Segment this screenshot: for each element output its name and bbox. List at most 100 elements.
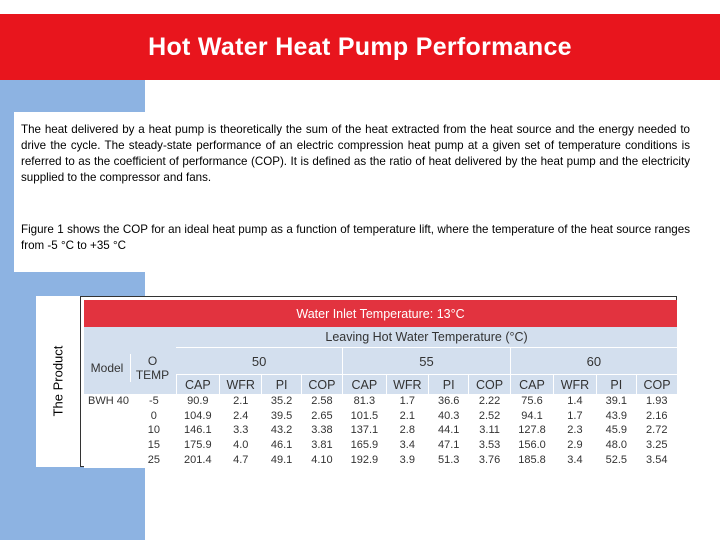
data-cell: 46.1 [261,438,302,454]
data-cell: 3.76 [468,453,511,468]
group-header-55: 55 [342,347,511,375]
otemp-cell: 10 [131,423,177,439]
top-margin [0,0,720,14]
data-cell: 52.5 [596,453,637,468]
sub-header-row: CAP WFR PI COP CAP WFR PI COP CAP WFR PI… [84,374,677,394]
sub-header-wfr: WFR [219,374,262,394]
data-cell: 1.93 [636,394,677,409]
sub-header-cop: COP [468,374,511,394]
data-cell: 35.2 [261,394,302,409]
data-cell: 4.7 [219,453,262,468]
data-cell: 201.4 [176,453,220,468]
group-header-row: 50 55 60 [84,347,677,375]
data-cell: 36.6 [428,394,469,409]
data-cell: 3.9 [386,453,429,468]
sub-header-cap: CAP [342,374,387,394]
data-cell: 101.5 [342,408,387,424]
model-cell-empty [84,438,132,454]
data-cell: 3.11 [468,423,511,439]
model-cell-empty [84,453,132,468]
sub-header-wfr: WFR [553,374,597,394]
title-bar [0,14,720,80]
data-cell: 104.9 [176,408,220,424]
data-cell: 2.52 [468,408,511,424]
table-row: 25 201.4 4.7 49.1 4.10 192.9 3.9 51.3 3.… [84,453,677,468]
data-cell: 44.1 [428,423,469,439]
performance-table: Water Inlet Temperature: 13°C Model O TE… [84,300,677,468]
data-cell: 94.1 [510,408,554,424]
data-cell: 4.10 [301,453,343,468]
model-header-block: Model O TEMP [84,327,177,394]
data-cell: 2.8 [386,423,429,439]
data-cell: 2.3 [553,423,597,439]
otemp-cell: -5 [131,394,177,409]
data-cell: 3.54 [636,453,677,468]
data-cell: 47.1 [428,438,469,454]
data-cell: 49.1 [261,453,302,468]
table-row: BWH 40 -5 90.9 2.1 35.2 2.58 81.3 1.7 36… [84,394,677,409]
sub-header-cop: COP [300,374,343,394]
data-cell: 43.2 [261,423,302,439]
data-cell: 3.3 [219,423,262,439]
sub-header-pi: PI [428,374,469,394]
data-cell: 40.3 [428,408,469,424]
sub-header-cap: CAP [509,374,554,394]
data-cell: 90.9 [176,394,220,409]
data-cell: 185.8 [510,453,554,468]
intro-paragraph: The heat delivered by a heat pump is the… [21,123,690,184]
data-cell: 2.65 [301,408,343,424]
data-cell: 165.9 [342,438,387,454]
slide-title: Hot Water Heat Pump Performance [148,32,572,61]
data-cell: 2.1 [219,394,262,409]
data-cell: 51.3 [428,453,469,468]
model-cell-empty [84,423,132,439]
sub-header-pi: PI [595,374,637,394]
data-cell: 45.9 [596,423,637,439]
data-cell: 1.7 [553,408,597,424]
data-cell: 2.1 [386,408,429,424]
data-cell: 3.25 [636,438,677,454]
data-cell: 2.58 [301,394,343,409]
data-cell: 1.7 [386,394,429,409]
data-cell: 39.1 [596,394,637,409]
sub-header-cop: COP [635,374,677,394]
data-cell: 1.4 [553,394,597,409]
data-cell: 2.4 [219,408,262,424]
table-row: 0 104.9 2.4 39.5 2.65 101.5 2.1 40.3 2.5… [84,408,677,424]
sub-header-cap: CAP [175,374,220,394]
data-cell: 48.0 [596,438,637,454]
data-cell: 146.1 [176,423,220,439]
sub-header-wfr: WFR [385,374,429,394]
data-cell: 3.4 [386,438,429,454]
data-cell: 156.0 [510,438,554,454]
data-cell: 2.72 [636,423,677,439]
model-cell: BWH 40 [84,394,132,409]
data-cell: 3.81 [301,438,343,454]
inlet-temperature-header: Water Inlet Temperature: 13°C [84,300,677,327]
otemp-column-header: O TEMP [130,354,174,382]
data-cell: 3.4 [553,453,597,468]
data-cell: 2.22 [468,394,511,409]
sub-header-pi: PI [261,374,302,394]
model-column-header: Model [90,361,124,375]
side-label: The Product [50,345,66,417]
leaving-temperature-header: Leaving Hot Water Temperature (°C) [176,327,677,348]
data-cell: 127.8 [510,423,554,439]
data-cell: 3.38 [301,423,343,439]
otemp-cell: 25 [131,453,177,468]
data-cell: 4.0 [219,438,262,454]
data-cell: 43.9 [596,408,637,424]
group-header-50: 50 [176,347,343,375]
data-cell: 2.16 [636,408,677,424]
data-cell: 81.3 [342,394,387,409]
content-area [14,112,704,272]
otemp-cell: 0 [131,408,177,424]
data-cell: 175.9 [176,438,220,454]
data-cell: 137.1 [342,423,387,439]
group-header-60: 60 [509,347,677,375]
table-row: 10 146.1 3.3 43.2 3.38 137.1 2.8 44.1 3.… [84,423,677,439]
table-row: 15 175.9 4.0 46.1 3.81 165.9 3.4 47.1 3.… [84,438,677,454]
inlet-header-row: Water Inlet Temperature: 13°C [84,300,677,327]
data-cell: 192.9 [342,453,387,468]
data-cell: 2.9 [553,438,597,454]
